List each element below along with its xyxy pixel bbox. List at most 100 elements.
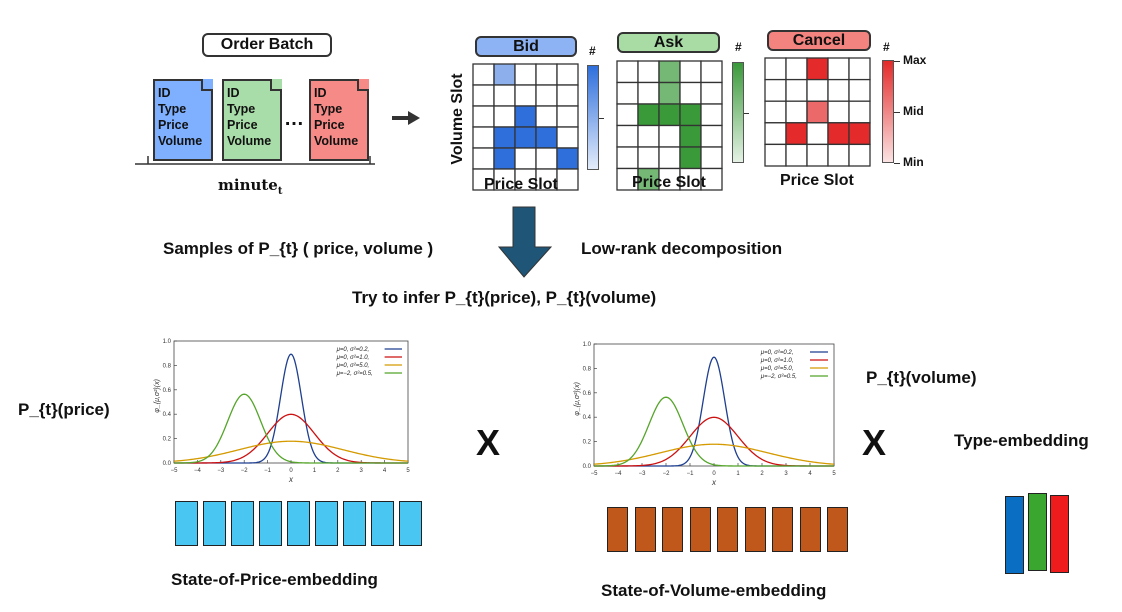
x-axis-label: x xyxy=(288,475,294,484)
grid-cell xyxy=(556,63,579,86)
grid-cell xyxy=(514,63,537,86)
grid-cell xyxy=(806,57,829,81)
type-embedding-cell xyxy=(1028,493,1047,571)
embedding-cell xyxy=(315,501,338,546)
grid-cell xyxy=(827,143,850,167)
grid-title-cancel: Cancel xyxy=(767,30,871,51)
grid-cell xyxy=(700,124,723,148)
scale-label-mid: Mid xyxy=(903,103,924,118)
grid-cell xyxy=(827,57,850,81)
price-slot-label: Price Slot xyxy=(780,172,854,189)
grid-cell xyxy=(556,147,579,170)
grid-cell xyxy=(806,122,829,146)
type-embedding-cell xyxy=(1005,496,1024,574)
y-tick-label: 0.0 xyxy=(163,461,172,467)
gaussian-curve xyxy=(173,440,409,462)
x-tick-label: −1 xyxy=(687,471,695,477)
legend-entry: μ=0, σ²=5.0, xyxy=(336,363,370,369)
grid-cell xyxy=(848,57,871,81)
page-fold-edge xyxy=(357,79,369,91)
document-field: Volume xyxy=(227,134,272,148)
grid-cell xyxy=(785,122,808,146)
x-tick-label: 1 xyxy=(736,471,740,477)
embedding-cell xyxy=(772,507,793,552)
grid-cell xyxy=(785,57,808,81)
x-tick-label: 3 xyxy=(784,471,788,477)
x-tick-label: 0 xyxy=(289,468,293,474)
grid-cell xyxy=(493,84,516,107)
grid-cell xyxy=(700,146,723,170)
page-fold-edge xyxy=(270,79,282,91)
grid-cell xyxy=(637,81,660,105)
y-tick-label: 0.0 xyxy=(583,464,592,470)
multiply-symbol-2: X xyxy=(862,422,887,463)
y-tick-label: 0.2 xyxy=(583,440,592,446)
grid-cell xyxy=(700,60,723,84)
legend-entry: μ=−2, σ²=0.5, xyxy=(760,374,797,380)
scale-tick xyxy=(894,61,900,62)
heat-grid-bid xyxy=(472,63,579,191)
grid-cell xyxy=(827,78,850,102)
count-symbol: # xyxy=(589,44,596,58)
x-tick-label: −1 xyxy=(264,468,272,474)
colorbar-mid-tick xyxy=(599,117,604,119)
grid-cell xyxy=(679,103,702,127)
volume-embedding-label: State-of-Volume-embedding xyxy=(601,581,827,600)
grid-cell xyxy=(535,147,558,170)
grid-cell xyxy=(806,143,829,167)
order-document: ID Type Price Volume xyxy=(222,79,282,161)
x-tick-label: −3 xyxy=(217,468,225,474)
embedding-cell xyxy=(203,501,226,546)
embedding-cell xyxy=(744,507,766,552)
samples-text: Samples of P_{t} ( price, volume ) xyxy=(163,239,434,258)
grid-cell xyxy=(637,124,660,148)
grid-cell xyxy=(535,63,558,86)
grid-cell xyxy=(514,84,537,107)
embedding-cell xyxy=(259,501,282,546)
embedding-cell xyxy=(717,507,738,552)
y-tick-label: 0.4 xyxy=(163,412,172,418)
grid-title-ask: Ask xyxy=(617,32,720,53)
grid-cell xyxy=(764,143,787,167)
document-field: Price xyxy=(158,118,189,132)
y-tick-label: 1.0 xyxy=(583,342,592,348)
grid-cell xyxy=(848,78,871,102)
embedding-cell xyxy=(399,501,422,546)
y-tick-label: 0.8 xyxy=(163,363,172,369)
scale-tick xyxy=(894,111,900,113)
heat-grid-ask xyxy=(616,60,723,191)
y-tick-label: 0.6 xyxy=(583,391,592,397)
grid-cell xyxy=(764,78,787,102)
grid-cell xyxy=(472,63,495,86)
grid-cell xyxy=(616,60,639,84)
grid-cell xyxy=(556,126,579,149)
x-tick-label: −5 xyxy=(171,468,179,474)
document-field: Type xyxy=(227,102,256,116)
right-arrow-icon xyxy=(392,111,420,125)
order-batch-title: Order Batch xyxy=(202,33,332,57)
price-embedding-label: State-of-Price-embedding xyxy=(171,570,378,589)
plot-frame xyxy=(173,340,409,464)
down-arrow-icon xyxy=(498,206,553,278)
multiply-symbol-1: X xyxy=(476,422,501,463)
legend-entry: μ=0, σ²=5.0, xyxy=(760,366,794,372)
grid-cell xyxy=(556,84,579,107)
grid-cell xyxy=(658,103,681,127)
x-tick-label: 5 xyxy=(832,471,836,477)
grid-cell xyxy=(827,122,850,146)
x-tick-label: 3 xyxy=(360,468,364,474)
y-tick-label: 0.4 xyxy=(583,415,592,421)
timeline xyxy=(135,156,375,165)
document-field: ID xyxy=(314,86,327,100)
grid-cell xyxy=(514,126,537,149)
document-field: Type xyxy=(158,102,187,116)
y-axis-label: φ_{μ,σ²}(x) xyxy=(154,379,161,413)
scale-tick xyxy=(894,163,900,164)
grid-cell xyxy=(493,126,516,149)
document-field: Volume xyxy=(314,134,359,148)
grid-cell xyxy=(637,103,660,127)
gaussian-curve xyxy=(593,443,835,465)
embedding-cell xyxy=(343,501,366,546)
grid-cell xyxy=(616,124,639,148)
x-tick-label: −3 xyxy=(639,471,647,477)
